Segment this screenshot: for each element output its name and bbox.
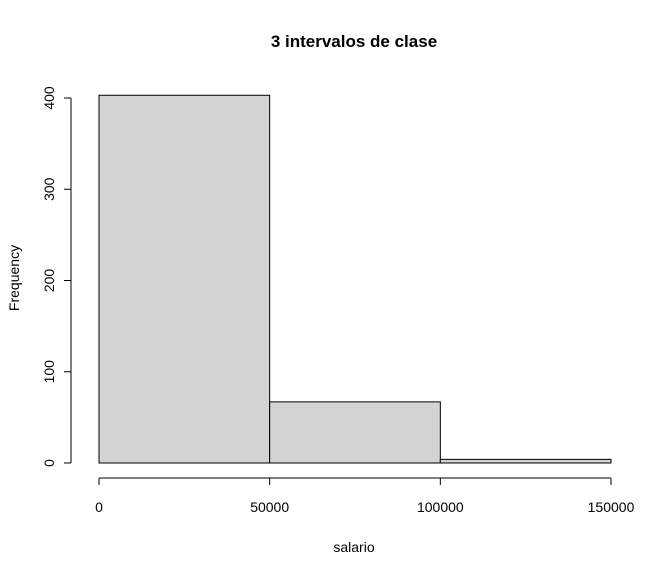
histogram-bar-3 [439,458,612,464]
y-axis-label: Frequency [6,245,22,311]
chart-title: 3 intervalos de clase [271,32,437,51]
histogram-bar-2 [269,401,441,464]
x-tick-label: 0 [95,499,103,515]
y-tick-label: 0 [41,459,57,467]
x-tick-label: 50000 [250,499,289,515]
y-axis: 0 100 200 300 400 [41,86,72,467]
y-tick-label: 100 [41,360,57,384]
histogram-bar-1 [98,94,271,464]
x-axis: 0 50000 100000 150000 [95,477,635,515]
y-tick-label: 200 [41,269,57,293]
x-tick-label: 100000 [417,499,464,515]
bars-group [98,94,612,464]
x-tick-label: 150000 [588,499,635,515]
y-tick-label: 400 [41,86,57,110]
x-axis-label: salario [333,539,374,555]
y-tick-label: 300 [41,177,57,201]
